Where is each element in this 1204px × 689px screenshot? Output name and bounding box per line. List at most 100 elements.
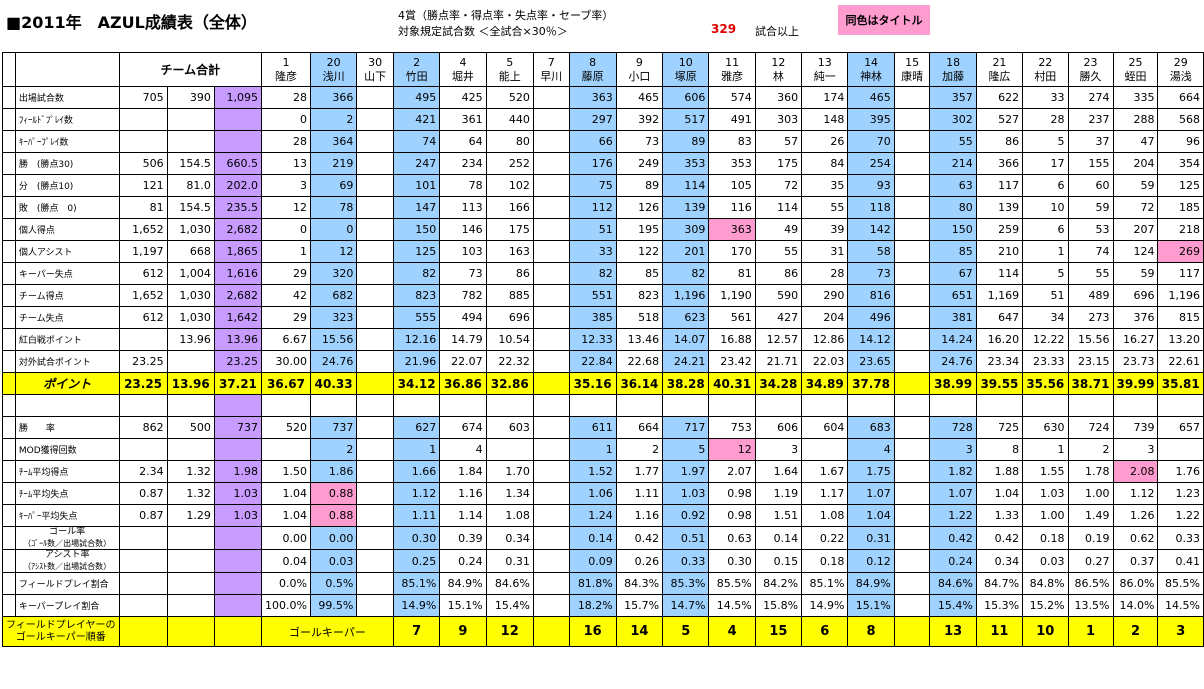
player-value-cell: 717 — [662, 416, 710, 439]
row-label: 分 (勝点10) — [14, 174, 120, 197]
player-value-cell: 100.0% — [261, 594, 311, 617]
player-value-cell: 1.16 — [615, 504, 664, 527]
gk-order-label: フィールドプレイヤーの ゴールキーパー順番 — [2, 616, 120, 647]
player-value-cell: 816 — [847, 284, 895, 307]
player-value-cell: 86 — [485, 262, 534, 285]
team-value-cell — [118, 594, 168, 617]
team-value-cell: 862 — [118, 416, 168, 439]
player-value-cell: 175 — [754, 152, 803, 175]
player-value-cell: 40.31 — [708, 372, 756, 395]
player-value-cell — [801, 438, 849, 461]
player-value-cell: 568 — [1157, 108, 1204, 131]
player-value-cell: 1 — [392, 438, 441, 461]
player-value-cell: 12 — [261, 196, 311, 219]
player-value-cell: 496 — [847, 306, 895, 329]
row-label: キーパープレイ割合 — [14, 594, 120, 617]
player-number: 22 — [1038, 55, 1053, 69]
player-value-cell: 118 — [847, 196, 895, 219]
player-value-cell: 1.70 — [485, 460, 534, 483]
player-value-cell — [532, 594, 570, 617]
player-value-cell: 259 — [975, 218, 1024, 241]
player-value-cell: 0 — [261, 108, 311, 131]
player-value-cell — [356, 416, 394, 439]
player-value-cell: 364 — [309, 130, 358, 153]
player-value-cell — [356, 460, 394, 483]
player-value-cell: 1.22 — [929, 504, 977, 527]
player-value-cell: 22.03 — [801, 350, 849, 373]
player-value-cell: 14.24 — [929, 328, 977, 351]
player-value-cell: 590 — [754, 284, 803, 307]
player-header: 9 小口 — [615, 52, 664, 87]
player-value-cell: 1.77 — [615, 460, 664, 483]
player-header: 4 堀井 — [439, 52, 487, 87]
player-value-cell: 84.6% — [485, 572, 534, 595]
player-value-cell: 491 — [708, 108, 756, 131]
player-value-cell: 84.8% — [1022, 572, 1069, 595]
spacer-cell — [975, 394, 1024, 417]
player-value-cell: 0.42 — [929, 526, 977, 550]
player-value-cell: 55 — [929, 130, 977, 153]
gk-order-line1: フィールドプレイヤーの — [6, 619, 116, 631]
spacer-cell — [485, 394, 534, 417]
player-value-cell: 80 — [929, 196, 977, 219]
player-value-cell — [1157, 438, 1204, 461]
player-value-cell: 73 — [439, 262, 487, 285]
team-value-cell — [213, 572, 263, 595]
player-value-cell — [893, 218, 931, 241]
player-name: 雅彦 — [721, 69, 744, 83]
player-value-cell: 696 — [485, 306, 534, 329]
player-value-cell: 12.86 — [801, 328, 849, 351]
gk-order-line2: ゴールキーパー順番 — [15, 631, 106, 643]
player-value-cell: 237 — [1067, 108, 1114, 131]
gutter-cell — [2, 152, 16, 175]
player-value-cell: 84.9% — [439, 572, 487, 595]
gk-rank-cell: 10 — [1022, 616, 1069, 647]
team-value-cell: 1.03 — [213, 504, 263, 527]
player-value-cell: 0.98 — [708, 482, 756, 505]
player-header: 12 林 — [754, 52, 803, 87]
player-value-cell: 0.92 — [662, 504, 710, 527]
player-value-cell — [356, 196, 394, 219]
player-value-cell: 269 — [1157, 240, 1204, 263]
player-value-cell — [356, 174, 394, 197]
player-value-cell: 150 — [392, 218, 441, 241]
player-header: 20 浅川 — [309, 52, 358, 87]
player-value-cell: 13.46 — [615, 328, 664, 351]
player-value-cell: 0.00 — [261, 526, 311, 550]
player-value-cell — [893, 460, 931, 483]
gk-rank-cell: 4 — [708, 616, 756, 647]
team-value-cell: 506 — [118, 152, 168, 175]
player-value-cell: 651 — [929, 284, 977, 307]
gutter-cell — [2, 504, 16, 527]
player-value-cell: 15.56 — [309, 328, 358, 351]
player-value-cell: 60 — [1067, 174, 1114, 197]
team-value-cell — [213, 108, 263, 131]
player-value-cell: 0.33 — [1157, 526, 1204, 550]
team-value-cell: 1,030 — [166, 306, 215, 329]
player-value-cell: 3 — [261, 174, 311, 197]
spacer-cell — [615, 394, 664, 417]
player-value-cell: 0.03 — [309, 549, 358, 573]
team-value-cell: 154.5 — [166, 196, 215, 219]
team-value-cell: 23.25 — [118, 350, 168, 373]
player-value-cell: 12 — [309, 240, 358, 263]
spacer-cell — [1112, 394, 1159, 417]
player-value-cell — [356, 350, 394, 373]
player-value-cell: 2.07 — [708, 460, 756, 483]
player-value-cell: 31 — [801, 240, 849, 263]
player-value-cell — [356, 86, 394, 109]
gk-label: ゴールキーパー — [261, 616, 394, 647]
gutter-cell — [2, 196, 16, 219]
player-value-cell: 1.19 — [754, 482, 803, 505]
player-value-cell: 1.08 — [801, 504, 849, 527]
player-value-cell: 14.9% — [801, 594, 849, 617]
player-value-cell: 49 — [754, 218, 803, 241]
player-value-cell: 6 — [1022, 174, 1069, 197]
player-value-cell: 16.88 — [708, 328, 756, 351]
spacer-cell — [2, 394, 16, 417]
player-value-cell: 5 — [1022, 262, 1069, 285]
player-value-cell: 105 — [708, 174, 756, 197]
player-value-cell: 85.3% — [662, 572, 710, 595]
player-value-cell: 201 — [662, 240, 710, 263]
team-value-cell: 1.32 — [166, 460, 215, 483]
